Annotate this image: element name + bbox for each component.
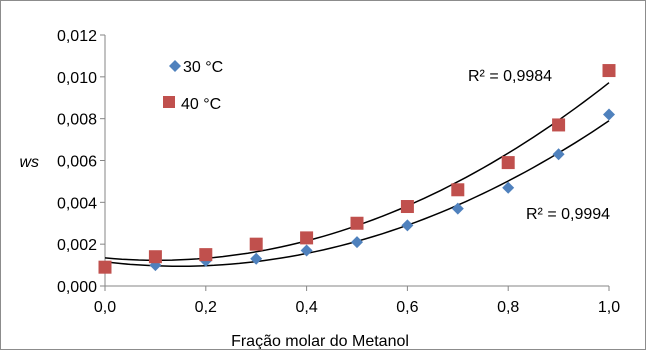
point-40c xyxy=(602,64,616,78)
legend-marker-40c xyxy=(163,96,175,108)
y-tick-label: 0,000 xyxy=(57,279,97,296)
point-40c xyxy=(350,216,364,230)
point-40c xyxy=(98,260,112,274)
y-tick-label: 0,010 xyxy=(57,70,97,87)
point-30c xyxy=(603,108,615,121)
x-axis-title: Fração molar do Metanol xyxy=(231,333,409,349)
point-30c xyxy=(351,236,363,249)
point-40c xyxy=(552,118,566,132)
x-tick-label: 0,8 xyxy=(497,299,519,316)
point-30c xyxy=(401,219,414,232)
points-group xyxy=(98,64,616,274)
r2-label-40c: R² = 0,9984 xyxy=(468,68,552,85)
point-30c xyxy=(300,244,313,257)
r2-label-30c: R² = 0,9994 xyxy=(526,206,610,223)
legend: 30 °C 40 °C xyxy=(163,59,223,113)
point-40c xyxy=(501,156,515,170)
point-40c xyxy=(300,231,314,245)
point-40c xyxy=(400,200,414,214)
y-tick-label: 0,012 xyxy=(57,28,97,45)
x-tick-label: 0,2 xyxy=(195,299,217,316)
y-axis-title: ws xyxy=(19,154,39,171)
legend-marker-30c xyxy=(169,60,181,72)
point-30c xyxy=(451,202,464,215)
y-tick-label: 0,004 xyxy=(57,195,97,212)
legend-label-30c: 30 °C xyxy=(183,59,223,76)
legend-label-40c: 40 °C xyxy=(181,96,221,113)
point-30c xyxy=(502,181,515,194)
point-40c xyxy=(451,183,465,197)
y-tick-label: 0,008 xyxy=(57,112,97,129)
y-tick-label: 0,006 xyxy=(57,154,97,171)
point-40c xyxy=(148,250,162,264)
y-tick-label: 0,002 xyxy=(57,237,97,254)
point-40c xyxy=(199,248,213,262)
point-30c xyxy=(250,252,263,265)
x-tick-label: 0,6 xyxy=(396,299,418,316)
tick-group: 0,000 0,002 0,004 0,006 0,008 0,010 0,012 0,0 0,… xyxy=(57,28,620,316)
x-tick-label: 0,0 xyxy=(94,299,116,316)
point-40c xyxy=(249,237,263,251)
point-30c xyxy=(552,148,565,161)
x-tick-label: 0,4 xyxy=(295,299,317,316)
x-tick-label: 1,0 xyxy=(598,299,620,316)
